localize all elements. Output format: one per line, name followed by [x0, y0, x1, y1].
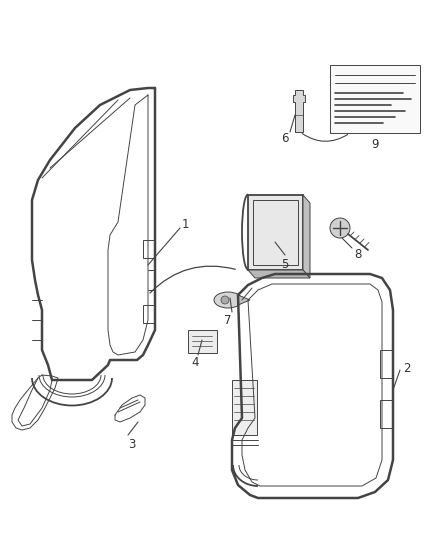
Text: 8: 8 — [354, 248, 362, 262]
Ellipse shape — [214, 292, 242, 308]
Bar — [330, 65, 420, 133]
Bar — [380, 350, 393, 378]
Bar — [253, 200, 298, 265]
Text: 4: 4 — [191, 356, 199, 368]
Text: 1: 1 — [181, 217, 189, 230]
FancyBboxPatch shape — [187, 329, 216, 352]
Text: 6: 6 — [281, 132, 289, 144]
Text: 9: 9 — [371, 139, 379, 151]
Circle shape — [330, 218, 350, 238]
Polygon shape — [248, 270, 310, 278]
Polygon shape — [303, 195, 310, 278]
Bar — [380, 400, 393, 428]
Bar — [143, 305, 155, 323]
Circle shape — [221, 296, 229, 304]
Text: 3: 3 — [128, 439, 136, 451]
Bar — [232, 380, 257, 435]
Polygon shape — [238, 295, 250, 305]
Text: 7: 7 — [224, 313, 232, 327]
Bar — [248, 195, 303, 270]
Polygon shape — [293, 90, 305, 132]
Text: 2: 2 — [403, 361, 411, 375]
Text: 5: 5 — [281, 259, 289, 271]
Bar — [143, 240, 155, 258]
